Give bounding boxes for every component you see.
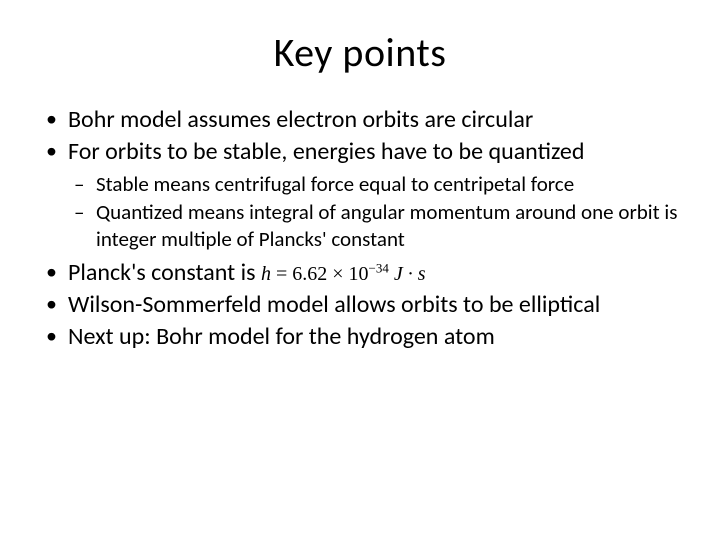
formula-lhs: h [261,263,271,285]
slide-title: Key points [40,28,680,77]
bullet-text: Planck's constant is [68,258,261,287]
formula-times: × [327,263,348,285]
bullet-item: Bohr model assumes electron orbits are c… [40,105,680,135]
bullet-item: Wilson-Sommerfeld model allows orbits to… [40,290,680,320]
formula-coeff: 6.62 [292,263,327,285]
slide: Key points Bohr model assumes electron o… [0,0,720,540]
bullet-item-planck: Planck's constant is h = 6.62 × 10−34 J … [40,258,680,288]
formula-eq: = [271,263,292,285]
formula-base: 10 [349,263,369,285]
formula-exp: −34 [369,260,389,275]
bullet-item: For orbits to be stable, energies have t… [40,137,680,167]
bullet-list: Bohr model assumes electron orbits are c… [40,105,680,352]
formula-unit: J · s [389,263,426,285]
bullet-item: Next up: Bohr model for the hydrogen ato… [40,322,680,352]
planck-formula: h = 6.62 × 10−34 J · s [261,263,426,285]
sub-bullet-item: Quantized means integral of angular mome… [40,199,680,252]
sub-bullet-item: Stable means centrifugal force equal to … [40,171,680,197]
sub-bullet-list: Stable means centrifugal force equal to … [40,171,680,252]
